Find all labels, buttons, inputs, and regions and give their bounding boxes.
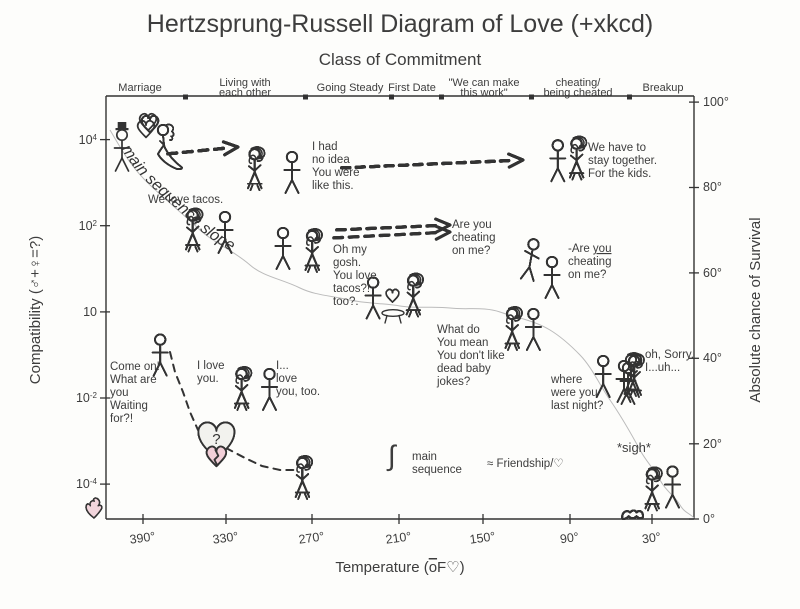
svg-text:30°: 30° xyxy=(641,530,662,546)
svg-text:I had: I had xyxy=(312,141,338,153)
svg-text:I love: I love xyxy=(197,360,225,372)
svg-text:cheating: cheating xyxy=(568,256,611,268)
svg-text:Oh my: Oh my xyxy=(333,244,367,256)
svg-text:Breakup: Breakup xyxy=(643,82,684,94)
svg-text:you, too.: you, too. xyxy=(276,386,320,398)
svg-text:90°: 90° xyxy=(559,530,580,546)
svg-text:You don't like: You don't like xyxy=(437,350,505,362)
svg-text:tacos?!: tacos?! xyxy=(333,283,370,295)
svg-text:We love tacos.: We love tacos. xyxy=(148,194,223,206)
svg-text:We have to: We have to xyxy=(588,142,646,154)
svg-text:You love: You love xyxy=(333,270,377,282)
svg-text:Compatibility (♂+♀=?): Compatibility (♂+♀=?) xyxy=(27,236,44,384)
svg-text:Class of Commitment: Class of Commitment xyxy=(319,50,482,69)
svg-text:where: where xyxy=(550,374,582,386)
svg-text:Going Steady: Going Steady xyxy=(317,82,384,94)
svg-text:each other: each other xyxy=(219,87,271,99)
svg-text:main: main xyxy=(412,451,437,463)
svg-text:cheating: cheating xyxy=(452,232,495,244)
svg-text:like this.: like this. xyxy=(312,180,354,192)
svg-text:?: ? xyxy=(212,431,220,448)
svg-text:First Date: First Date xyxy=(388,82,436,94)
svg-text:no idea: no idea xyxy=(312,154,350,166)
svg-text:this work": this work" xyxy=(460,87,507,99)
svg-text:sequence: sequence xyxy=(412,464,462,476)
svg-text:you: you xyxy=(110,387,129,399)
svg-text:were you: were you xyxy=(550,387,598,399)
svg-text:40°: 40° xyxy=(703,351,722,365)
svg-text:on me?: on me? xyxy=(568,269,606,281)
svg-text:What do: What do xyxy=(437,324,480,336)
svg-text:Waiting: Waiting xyxy=(110,400,148,412)
svg-text:Come on!: Come on! xyxy=(110,361,160,373)
svg-text:too?.: too?. xyxy=(333,296,359,308)
svg-text:100°: 100° xyxy=(703,95,729,109)
svg-text:60°: 60° xyxy=(703,266,722,280)
svg-text:≈ Friendship/♡: ≈ Friendship/♡ xyxy=(487,458,564,470)
svg-text:Are you: Are you xyxy=(452,219,492,231)
svg-text:10: 10 xyxy=(83,305,97,319)
svg-text:love: love xyxy=(276,373,297,385)
svg-text:You were: You were xyxy=(312,167,360,179)
svg-text:-Are you: -Are you xyxy=(568,243,611,255)
svg-text:gosh.: gosh. xyxy=(333,257,361,269)
svg-text:What are: What are xyxy=(110,374,157,386)
svg-text:For the kids.: For the kids. xyxy=(588,168,651,180)
svg-text:Marriage: Marriage xyxy=(118,82,161,94)
svg-text:20°: 20° xyxy=(703,437,722,451)
svg-text:on me?: on me? xyxy=(452,245,490,257)
svg-text:jokes?: jokes? xyxy=(436,376,470,388)
svg-text:dead baby: dead baby xyxy=(437,363,491,375)
svg-text:You mean: You mean xyxy=(437,337,488,349)
svg-text:Temperature (oF♡): Temperature (oF♡) xyxy=(335,559,464,576)
svg-text:I...: I... xyxy=(276,360,289,372)
svg-text:stay together.: stay together. xyxy=(588,155,657,167)
svg-text:80°: 80° xyxy=(703,180,722,194)
svg-text:oh, Sorry.: oh, Sorry. xyxy=(645,349,694,361)
svg-text:you.: you. xyxy=(197,373,219,385)
svg-text:0°: 0° xyxy=(703,512,715,526)
svg-text:Hertzsprung-Russell Diagram of: Hertzsprung-Russell Diagram of Love (+xk… xyxy=(147,10,653,38)
svg-text:*sigh*: *sigh* xyxy=(617,440,651,455)
svg-text:for?!: for?! xyxy=(110,413,133,425)
svg-text:I...uh...: I...uh... xyxy=(645,362,680,374)
svg-text:Absolute chance of Survival: Absolute chance of Survival xyxy=(747,217,764,402)
svg-text:last night?: last night? xyxy=(551,400,603,412)
svg-text:being cheated: being cheated xyxy=(543,87,612,99)
